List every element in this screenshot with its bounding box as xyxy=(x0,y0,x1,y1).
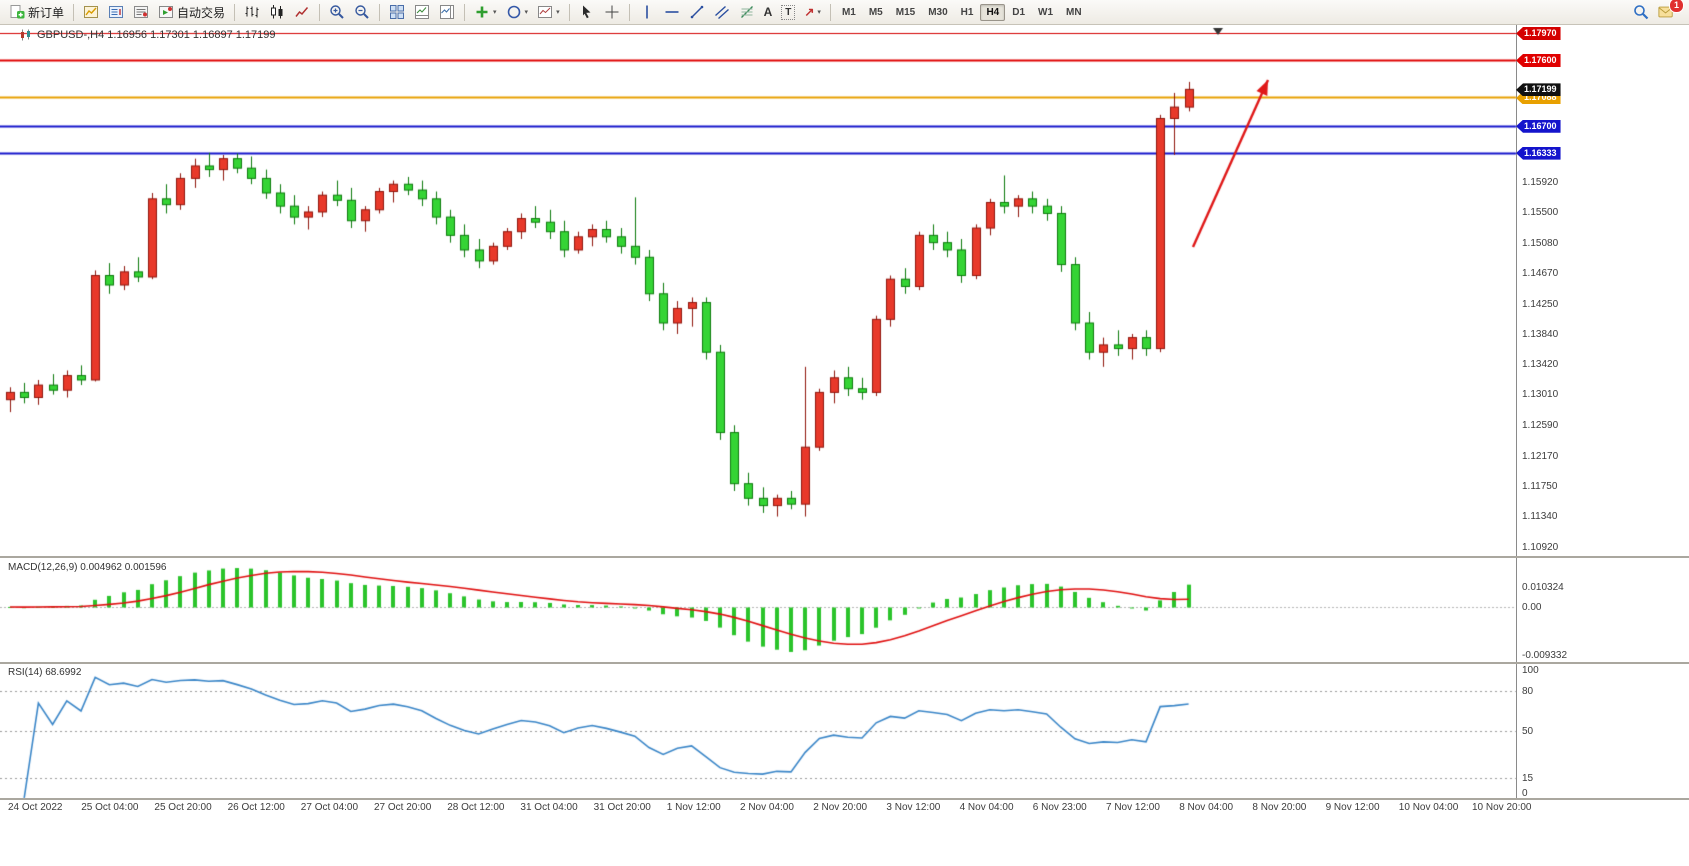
crosshair-button[interactable] xyxy=(600,2,624,23)
timeframe-d1-button[interactable]: D1 xyxy=(1006,4,1031,21)
line-chart-button[interactable] xyxy=(290,2,314,23)
chart-symbol-icon xyxy=(20,29,32,41)
notifications-button[interactable]: 1 xyxy=(1654,0,1684,23)
tile-windows-icon xyxy=(389,4,405,20)
toolbar-separator xyxy=(829,3,831,21)
timeframe-m1-button[interactable]: M1 xyxy=(836,4,862,21)
auto-arrange-button[interactable] xyxy=(410,2,434,23)
zoom-in-icon xyxy=(329,4,345,20)
new-order-button[interactable]: 新订单 xyxy=(5,2,68,23)
new-order-label: 新订单 xyxy=(28,5,65,20)
objects-icon xyxy=(506,4,522,20)
candlestick-icon xyxy=(269,4,285,20)
candlestick-chart-button[interactable] xyxy=(265,2,289,23)
chart-region: GBPUSD-,H4 1.16956 1.17301 1.16897 1.171… xyxy=(0,25,1689,866)
vertical-line-button[interactable] xyxy=(635,2,659,23)
arrows-tool-button[interactable]: ↗ ▾ xyxy=(800,2,825,23)
notification-count-badge: 1 xyxy=(1669,0,1684,13)
channel-button[interactable] xyxy=(710,2,734,23)
price-chart-canvas[interactable] xyxy=(0,25,1689,866)
boxed-t-icon: T xyxy=(781,4,796,20)
timeframe-w1-button[interactable]: W1 xyxy=(1032,4,1059,21)
new-chart-button[interactable] xyxy=(79,2,103,23)
fibonacci-button[interactable] xyxy=(735,2,759,23)
macd-label: MACD(12,26,9) 0.004962 0.001596 xyxy=(8,562,166,573)
zoom-out-button[interactable] xyxy=(350,2,374,23)
panel-splitter-macd-rsi[interactable] xyxy=(0,662,1689,664)
auto-trading-icon xyxy=(158,4,174,20)
zoom-out-icon xyxy=(354,4,370,20)
crosshair-icon xyxy=(604,4,620,20)
timeframe-m5-button[interactable]: M5 xyxy=(863,4,889,21)
toolbar-separator xyxy=(379,3,381,21)
toolbar: 新订单 自动交易 xyxy=(0,0,1689,25)
horizontal-line-button[interactable] xyxy=(660,2,684,23)
zoom-in-button[interactable] xyxy=(325,2,349,23)
templates-button[interactable]: ▾ xyxy=(533,2,564,23)
timeframe-m30-button[interactable]: M30 xyxy=(922,4,953,21)
objects-button[interactable]: ▾ xyxy=(502,2,533,23)
rsi-label: RSI(14) 68.6992 xyxy=(8,667,81,678)
macd-label-text: MACD(12,26,9) xyxy=(8,562,78,573)
templates-icon xyxy=(537,4,553,20)
toolbar-separator xyxy=(568,3,570,21)
add-indicator-icon xyxy=(474,4,490,20)
vertical-line-icon xyxy=(639,4,655,20)
text-a-icon: A xyxy=(763,5,773,19)
macd-values-text: 0.004962 0.001596 xyxy=(80,562,167,573)
search-button[interactable] xyxy=(1629,2,1653,23)
timeframe-h4-button[interactable]: H4 xyxy=(980,3,1006,21)
rsi-value-text: 68.6992 xyxy=(45,667,82,678)
scale-fix-icon xyxy=(439,4,455,20)
toolbar-separator xyxy=(73,3,75,21)
toolbar-separator xyxy=(234,3,236,21)
scale-fix-button[interactable] xyxy=(435,2,459,23)
text-label-button[interactable]: T xyxy=(777,2,799,23)
timeframe-m15-button[interactable]: M15 xyxy=(890,4,921,21)
text-tool-button[interactable]: A xyxy=(760,2,777,23)
panel-splitter-rsi-time[interactable] xyxy=(0,798,1689,800)
horizontal-line-icon xyxy=(664,4,680,20)
trendline-button[interactable] xyxy=(685,2,709,23)
line-chart-icon xyxy=(294,4,310,20)
cursor-button[interactable] xyxy=(575,2,599,23)
rsi-label-text: RSI(14) xyxy=(8,667,43,678)
chart-title: GBPUSD-,H4 1.16956 1.17301 1.16897 1.171… xyxy=(20,29,276,41)
timeframe-h1-button[interactable]: H1 xyxy=(955,4,980,21)
bar-chart-icon xyxy=(244,4,260,20)
timeframe-mn-button[interactable]: MN xyxy=(1060,4,1088,21)
new-order-icon xyxy=(9,4,25,20)
chart-profiles-icon xyxy=(108,4,124,20)
auto-trading-button[interactable]: 自动交易 xyxy=(154,2,229,23)
toolbar-separator xyxy=(628,3,630,21)
indicators-button[interactable]: ▾ xyxy=(470,2,501,23)
trendline-icon xyxy=(689,4,705,20)
auto-arrange-icon xyxy=(414,4,430,20)
arrow-shape-icon: ↗ xyxy=(804,5,815,19)
market-watch-button[interactable] xyxy=(129,2,153,23)
chevron-down-icon: ▾ xyxy=(817,9,821,16)
price-axis-line xyxy=(1516,25,1517,800)
channel-icon xyxy=(714,4,730,20)
chart-profiles-button[interactable] xyxy=(104,2,128,23)
new-chart-icon xyxy=(83,4,99,20)
chevron-down-icon: ▾ xyxy=(493,9,497,16)
toolbar-separator xyxy=(319,3,321,21)
market-watch-icon xyxy=(133,4,149,20)
auto-trading-label: 自动交易 xyxy=(177,5,226,20)
search-icon xyxy=(1633,4,1649,20)
bar-chart-button[interactable] xyxy=(240,2,264,23)
panel-splitter-main-macd[interactable] xyxy=(0,556,1689,558)
cursor-icon xyxy=(579,4,595,20)
fibonacci-icon xyxy=(739,4,755,20)
chevron-down-icon: ▾ xyxy=(524,9,529,16)
toolbar-separator xyxy=(464,3,466,21)
chart-title-text: GBPUSD-,H4 1.16956 1.17301 1.16897 1.171… xyxy=(37,29,276,41)
chevron-down-icon: ▾ xyxy=(556,9,560,16)
tile-windows-button[interactable] xyxy=(385,2,409,23)
